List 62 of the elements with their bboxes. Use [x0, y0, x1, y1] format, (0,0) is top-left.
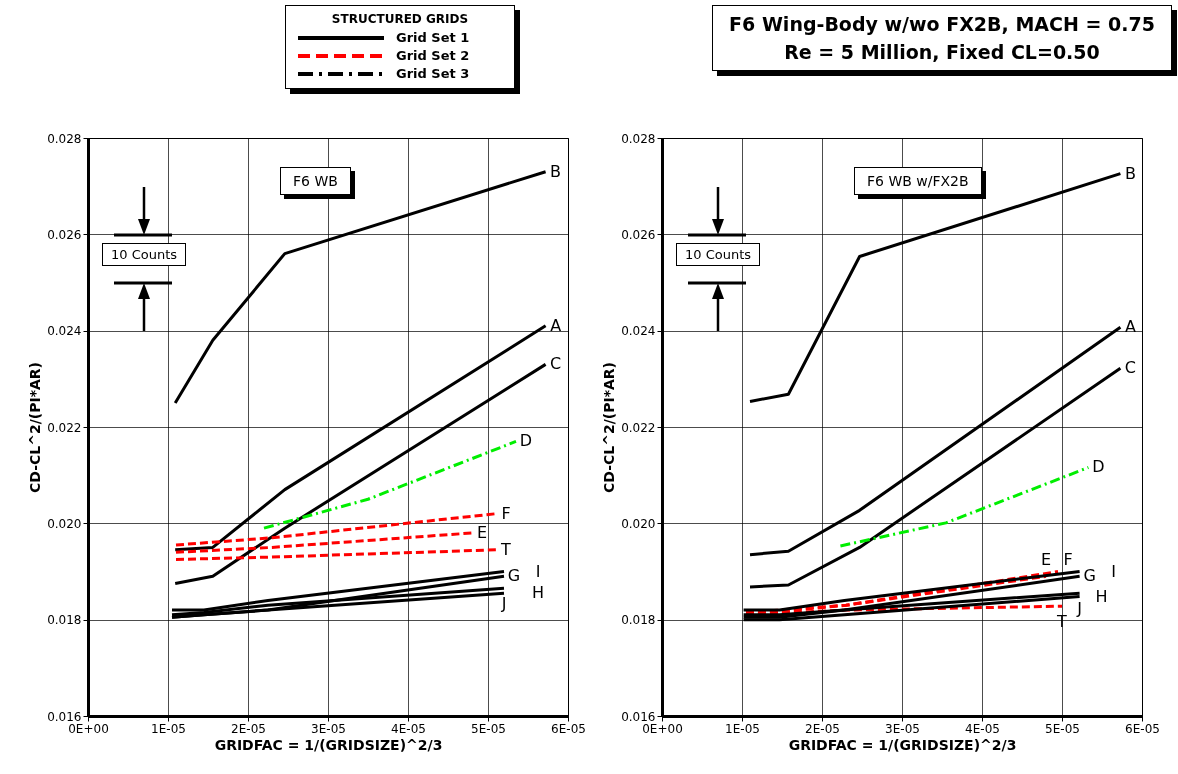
y-tick-label: 0.022 — [47, 420, 82, 435]
series-label: E — [476, 522, 488, 542]
y-tick-label: 0.028 — [47, 131, 82, 146]
legend-title: STRUCTURED GRIDS — [330, 12, 470, 26]
series-label: T — [500, 539, 512, 559]
y-tick-label: 0.022 — [621, 420, 656, 435]
x-tick-label: 2E-05 — [805, 721, 840, 736]
y-axis-title: CD-CL^2/(PI*AR) — [27, 362, 44, 493]
y-tick-label: 0.018 — [47, 613, 82, 628]
x-axis-title: GRIDFAC = 1/(GRIDSIZE)^2/3 — [788, 736, 1017, 753]
y-axis-title: CD-CL^2/(PI*AR) — [601, 362, 618, 493]
series-label: F — [501, 503, 511, 523]
y-tick-label: 0.026 — [47, 227, 82, 242]
series-label: A — [550, 315, 562, 335]
text: F6 WB — [280, 167, 351, 195]
x-tick-label: 5E-05 — [1045, 721, 1080, 736]
series-label: C — [550, 354, 562, 374]
series-label: D — [519, 431, 533, 451]
series-label: E — [1040, 550, 1052, 570]
x-tick-label: 2E-05 — [231, 721, 266, 736]
x-tick-label: 3E-05 — [885, 721, 920, 736]
x-tick-label: 4E-05 — [965, 721, 1000, 736]
series-label: B — [1124, 163, 1136, 183]
series-label: H — [1095, 586, 1108, 606]
series-label: C — [1124, 358, 1136, 378]
series-label: D — [1092, 457, 1105, 477]
x-tick-label: 6E-05 — [1125, 721, 1160, 736]
series-label: G — [507, 566, 521, 586]
x-tick-label: 1E-05 — [725, 721, 760, 736]
series-label: I — [535, 561, 541, 581]
series-label: B — [550, 161, 562, 181]
y-tick-label: 0.024 — [47, 324, 82, 339]
y-tick-label: 0.016 — [47, 709, 82, 724]
legend-label: Grid Set 2 — [396, 48, 470, 63]
x-tick-label: 1E-05 — [151, 721, 186, 736]
x-tick-label: 4E-05 — [391, 721, 426, 736]
annotation: 10 Counts — [676, 243, 761, 266]
y-tick-label: 0.024 — [621, 324, 656, 339]
y-tick-label: 0.016 — [621, 709, 656, 724]
text: F6 WB w/FX2B — [854, 167, 982, 195]
series-label: I — [1111, 561, 1116, 581]
series-label: J — [500, 594, 507, 614]
x-tick-label: 0E+00 — [642, 721, 683, 736]
legend-label: Grid Set 3 — [396, 66, 470, 81]
legend-label: Grid Set 1 — [396, 30, 470, 45]
series-label: J — [1076, 599, 1082, 619]
y-tick-label: 0.018 — [621, 613, 656, 628]
series-label: G — [1083, 566, 1096, 586]
text: F6 Wing-Body w/wo FX2B, MACH = 0.75 — [728, 12, 1156, 37]
y-tick-label: 0.020 — [621, 516, 656, 531]
y-tick-label: 0.028 — [621, 131, 656, 146]
x-axis-title: GRIDFAC = 1/(GRIDSIZE)^2/3 — [214, 736, 443, 753]
x-tick-label: 6E-05 — [551, 721, 586, 736]
y-tick-label: 0.020 — [47, 516, 82, 531]
y-tick-label: 0.026 — [621, 227, 656, 242]
x-tick-label: 5E-05 — [471, 721, 506, 736]
annotation: 10 Counts — [102, 243, 187, 266]
x-tick-label: 3E-05 — [311, 721, 346, 736]
x-tick-label: 0E+00 — [68, 721, 109, 736]
series-label: F — [1063, 549, 1073, 569]
text: Re = 5 Million, Fixed CL=0.50 — [783, 40, 1101, 65]
series-label: H — [531, 583, 545, 603]
